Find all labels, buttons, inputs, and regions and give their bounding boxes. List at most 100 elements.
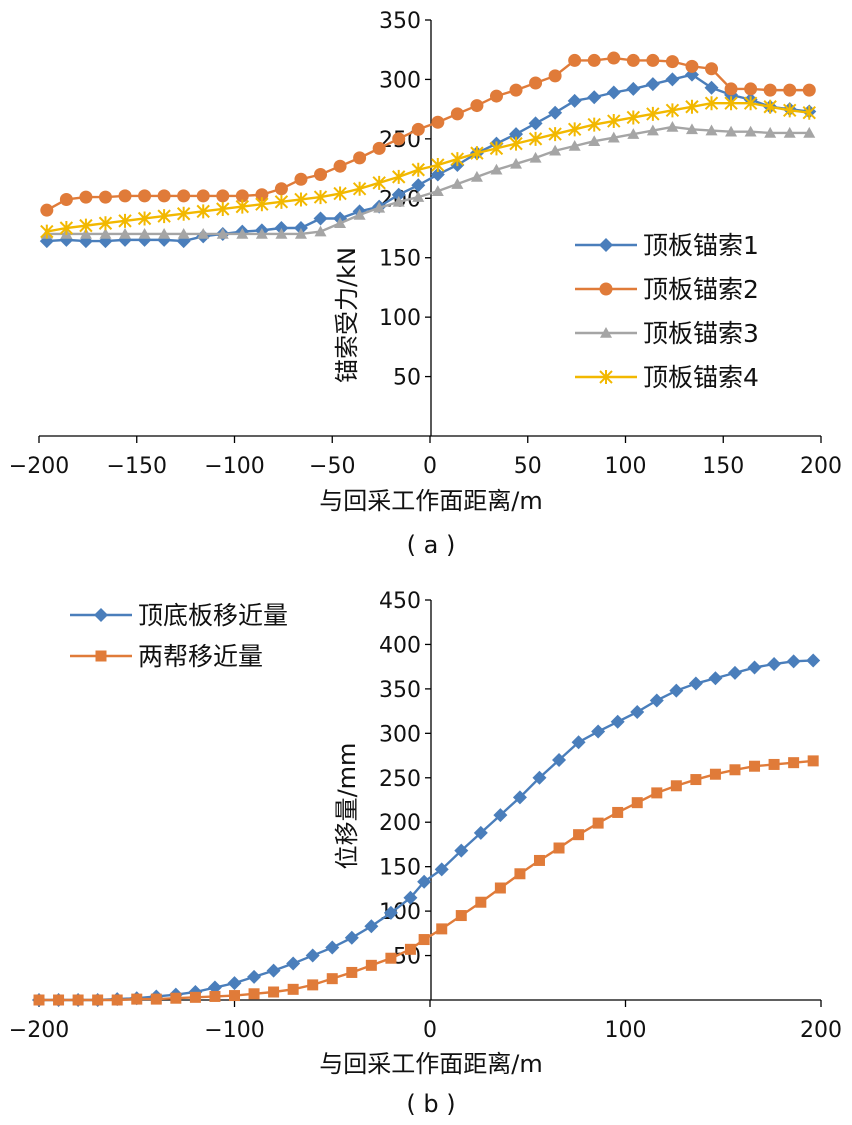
panel-b-caption: ( b ) — [406, 1090, 455, 1118]
panel-b-series-1-point — [688, 676, 703, 691]
panel-a-series-1-point — [509, 127, 524, 142]
panel-a-series-3-point — [236, 227, 249, 239]
panel-a-x-tick-label: 100 — [605, 454, 647, 479]
panel-a-series-1-point — [587, 90, 602, 105]
panel-b-series-2-point — [92, 994, 104, 1006]
panel-b-series-1-point — [747, 660, 762, 675]
panel-a-series-3-point — [627, 128, 640, 139]
panel-b-series-2-point — [418, 934, 430, 946]
panel-a-series-4-point — [626, 110, 641, 125]
panel-a-series-3-point — [119, 227, 132, 239]
panel-b-series-1-point — [806, 653, 821, 668]
panel-a-series-3-point — [412, 191, 425, 202]
panel-a-series-2-line — [46, 56, 810, 212]
panel-a-series-2-point — [783, 83, 797, 97]
panel-b-series-1-point — [708, 671, 723, 686]
panel-b-series-1-point — [786, 654, 801, 669]
panel-a-series-4-point — [587, 117, 601, 132]
panel-a-series-3-point — [314, 225, 327, 237]
panel-a-series-2-point — [685, 59, 699, 73]
panel-a-series-4-point — [743, 96, 758, 111]
panel-a-series-1-point — [313, 211, 328, 226]
panel-b-y-tick-label: 200 — [379, 811, 421, 836]
panel-b-series-2-point — [690, 774, 702, 786]
panel-a-x-tick-label: 0 — [423, 454, 437, 479]
panel-a-series-3-point — [177, 227, 190, 239]
panel-a-axes — [38, 19, 822, 443]
panel-b-series-2-point — [749, 760, 761, 772]
panel-b-series-2-point — [150, 993, 162, 1005]
panel-a-series-4-point — [411, 162, 425, 177]
panel-a-series-1-point — [665, 72, 680, 87]
panel-a-series-4-point — [665, 103, 680, 118]
panel-b-series-1-point — [571, 735, 586, 750]
panel-a-x-tick-label: −150 — [107, 454, 167, 479]
panel-a-series-4-point — [567, 122, 582, 137]
panel-a-series-2-point — [255, 188, 269, 202]
panel-b-series-2-point — [385, 952, 397, 964]
panel-b-series-1-point — [325, 940, 340, 955]
panel-a-series-3-point — [666, 120, 679, 132]
panel-a-series-3-point — [451, 178, 464, 189]
panel-a-series-4-point — [352, 181, 367, 196]
panel-a-series-2-point — [665, 55, 679, 69]
panel-a-series-3-point — [588, 135, 601, 147]
panel-a-series-4-point — [724, 96, 738, 111]
panel-b-y-tick-label: 300 — [379, 722, 421, 747]
panel-a-series-4-point — [333, 186, 347, 201]
panel-b-series-2-point — [72, 994, 84, 1006]
panel-b-y-tick-label: 450 — [379, 589, 421, 614]
panel-a-series-4-point — [509, 136, 523, 151]
panel-a-series-2-point — [509, 83, 523, 97]
panel-b-x-tick-label: 0 — [423, 1018, 437, 1043]
panel-a-x-axis-label: 与回采工作面距离/m — [319, 487, 542, 515]
panel-a-series-3-point — [529, 151, 542, 163]
panel-a-x-tick-label: 200 — [800, 454, 842, 479]
panel-a-series-1-point — [704, 80, 719, 95]
panel-a-series-4-point — [59, 221, 74, 235]
panel-a-legend-swatch-marker — [600, 327, 612, 338]
panel-b-series-2-point — [53, 994, 65, 1006]
panel-a-series-3-point — [764, 126, 777, 138]
panel-a-series-4-point — [79, 218, 93, 233]
panel-a-series-3-point — [138, 227, 151, 239]
panel-b-series-1-point — [493, 808, 508, 823]
panel-b-series-2-point — [170, 992, 182, 1004]
panel-b-series-1-point — [403, 890, 418, 905]
panel-a-series-4-point — [196, 204, 210, 219]
panel-a-chart: −200−150−100−500501001502005010015020025… — [9, 9, 842, 559]
panel-b-y-tick-label: 350 — [379, 678, 421, 703]
panel-a-series-2-point — [724, 82, 738, 96]
panel-a-legend-item-2: 顶板锚索2 — [575, 275, 759, 304]
panel-a-series-4-point — [489, 141, 504, 156]
panel-a-plot-area — [39, 51, 817, 249]
panel-a-series-2-point — [157, 189, 171, 203]
panel-b-series-1-point — [247, 969, 262, 984]
panel-b-series-1-point — [227, 976, 242, 991]
panel-a-series-3-point — [197, 227, 210, 239]
panel-a-legend-item-3: 顶板锚索3 — [575, 319, 759, 348]
panel-a-series-2-point — [489, 89, 503, 103]
panel-b-series-2-point — [209, 990, 221, 1002]
panel-a-series-1-point — [626, 81, 641, 96]
panel-a-series-4-point — [255, 197, 269, 212]
panel-b-y-tick-label: 250 — [379, 767, 421, 792]
panel-a-y-tick-label: 300 — [379, 68, 421, 93]
panel-a-series-3-point — [255, 227, 268, 239]
panel-b-series-2-point — [436, 923, 448, 935]
panel-a-series-4-point — [450, 152, 465, 167]
panel-b-series-1-point — [767, 657, 782, 671]
panel-b-series-1-point — [434, 862, 449, 877]
panel-b-legend-label: 两帮移近量 — [138, 642, 263, 671]
panel-a-legend-swatch-marker — [599, 238, 613, 252]
panel-a-legend-label: 顶板锚索3 — [643, 319, 759, 348]
panel-b-series-2-point — [494, 882, 506, 894]
panel-a-legend-label: 顶板锚索2 — [643, 275, 759, 304]
panel-b-series-1-point — [417, 874, 432, 889]
panel-b-x-tick-label: −100 — [204, 1018, 264, 1043]
panel-a-series-4-point — [704, 96, 719, 111]
panel-b-series-1-point — [344, 930, 359, 945]
panel-b-x-axis-label: 与回采工作面距离/m — [319, 1050, 542, 1078]
panel-a-legend-swatch-marker — [599, 370, 613, 384]
